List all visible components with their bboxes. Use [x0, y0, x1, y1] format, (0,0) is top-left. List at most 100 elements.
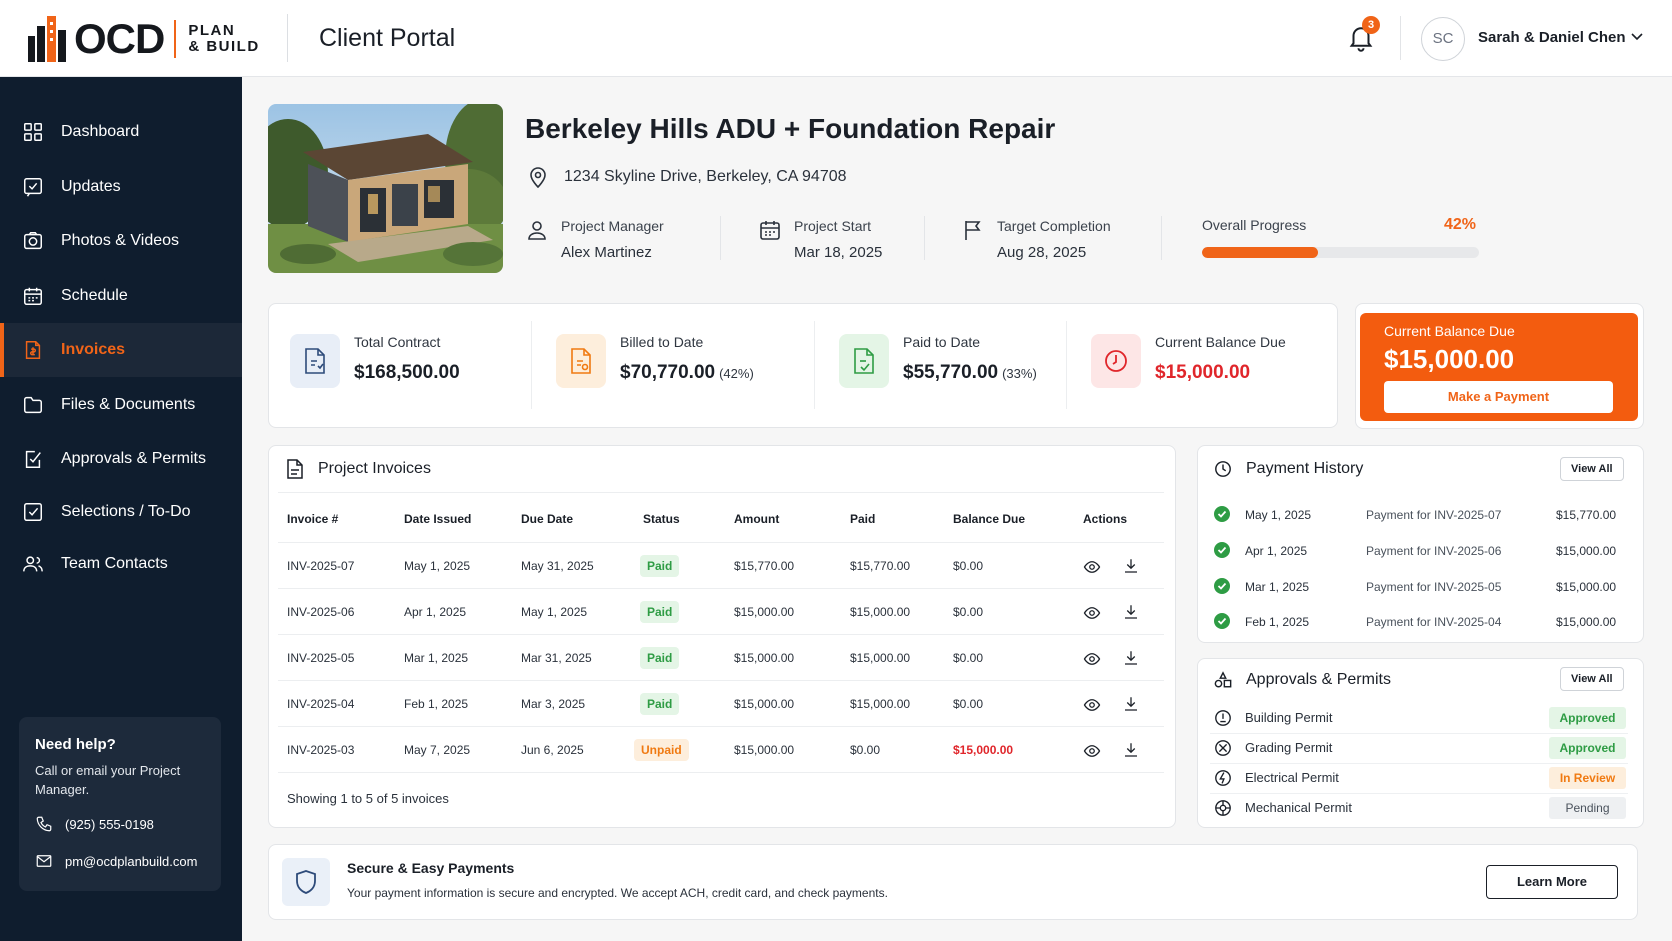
top-bar: OCD PLAN & BUILD Client Portal 3 SC Sara…: [0, 0, 1672, 77]
eye-icon[interactable]: [1083, 650, 1101, 668]
help-card: Need help? Call or email your Project Ma…: [19, 717, 221, 891]
meta-value: Alex Martinez: [561, 244, 652, 261]
meta-value: Mar 18, 2025: [794, 244, 883, 261]
invoice-id[interactable]: INV-2025-04: [287, 697, 355, 711]
payment-desc: Payment for INV-2025-04: [1366, 615, 1502, 629]
download-icon[interactable]: [1122, 557, 1140, 575]
help-phone[interactable]: (925) 555-0198: [35, 815, 154, 833]
invoice-balance: $0.00: [953, 697, 984, 711]
invoice-due: Mar 3, 2025: [521, 697, 586, 711]
sidebar-item-label: Schedule: [61, 287, 128, 304]
project-photo: [268, 104, 503, 273]
stat-label: Current Balance Due: [1155, 334, 1286, 350]
person-icon: [528, 221, 546, 240]
download-icon[interactable]: [1122, 695, 1140, 713]
eye-icon[interactable]: [1083, 604, 1101, 622]
stat-amount: $55,770.00: [903, 362, 999, 383]
checkbox-icon: [24, 503, 42, 521]
payment-amount: $15,770.00: [1556, 508, 1617, 522]
download-icon[interactable]: [1122, 649, 1140, 667]
stat-icon-box: [1091, 334, 1141, 388]
permits-icon: [1214, 671, 1232, 688]
chevron-down-icon[interactable]: [1630, 32, 1644, 42]
col-date-issued[interactable]: Date Issued: [404, 512, 472, 526]
eye-icon[interactable]: [1083, 558, 1101, 576]
col-amount[interactable]: Amount: [734, 512, 780, 526]
invoice-issued: Mar 1, 2025: [404, 651, 469, 665]
flag-icon: [965, 221, 981, 240]
meta-value: Aug 28, 2025: [997, 244, 1087, 261]
permit-status-badge: In Review: [1549, 767, 1626, 789]
sidebar-item-schedule[interactable]: Schedule: [0, 269, 242, 323]
payment-amount: $15,000.00: [1556, 580, 1617, 594]
download-icon[interactable]: [1122, 741, 1140, 759]
invoice-amount: $15,000.00: [734, 651, 795, 665]
payment-desc: Payment for INV-2025-07: [1366, 508, 1502, 522]
stat-percent: (42%): [719, 366, 754, 381]
avatar[interactable]: SC: [1421, 17, 1465, 61]
invoice-amount: $15,000.00: [734, 743, 795, 757]
check-circle-icon: [1214, 578, 1230, 594]
stat-icon-box: [290, 334, 340, 388]
divider: [278, 588, 1164, 589]
payment-history-view-all-button[interactable]: View All: [1560, 457, 1624, 481]
invoice-paid: $15,000.00: [850, 651, 911, 665]
user-name[interactable]: Sarah & Daniel Chen: [1478, 29, 1626, 46]
permit-name: Building Permit: [1245, 710, 1333, 725]
make-payment-button[interactable]: Make a Payment: [1384, 381, 1613, 413]
contract-document-icon: [305, 348, 325, 374]
invoice-paid: $15,770.00: [850, 559, 911, 573]
col-invoice[interactable]: Invoice #: [287, 512, 339, 526]
sidebar-item-photos[interactable]: Photos & Videos: [0, 214, 242, 268]
payment-desc: Payment for INV-2025-05: [1366, 580, 1502, 594]
divider: [924, 216, 925, 260]
logo-separator: [174, 20, 177, 58]
col-balance-due[interactable]: Balance Due: [953, 512, 1026, 526]
invoice-id[interactable]: INV-2025-06: [287, 605, 355, 619]
invoice-id[interactable]: INV-2025-07: [287, 559, 355, 573]
stat-amount: $15,000.00: [1155, 362, 1251, 383]
divider: [278, 772, 1164, 773]
notification-badge: 3: [1362, 16, 1380, 34]
sidebar-item-label: Invoices: [61, 341, 126, 358]
sidebar-item-updates[interactable]: Updates: [0, 160, 242, 214]
stat-icon-box: [839, 334, 889, 388]
learn-more-button[interactable]: Learn More: [1486, 865, 1618, 899]
col-status[interactable]: Status: [643, 512, 680, 526]
sidebar-item-label: Files & Documents: [61, 396, 196, 413]
download-icon[interactable]: [1122, 603, 1140, 621]
help-title: Need help?: [35, 736, 116, 753]
help-email[interactable]: pm@ocdplanbuild.com: [35, 852, 197, 870]
eye-icon[interactable]: [1083, 742, 1101, 760]
sidebar-item-team[interactable]: Team Contacts: [0, 537, 242, 591]
status-badge: Unpaid: [634, 739, 689, 761]
electrical-permit-icon: [1215, 770, 1231, 786]
invoice-id[interactable]: INV-2025-03: [287, 743, 355, 757]
invoice-id[interactable]: INV-2025-05: [287, 651, 355, 665]
logo-subtitle: PLAN & BUILD: [188, 23, 259, 55]
sidebar-item-files[interactable]: Files & Documents: [0, 378, 242, 432]
invoice-amount: $15,000.00: [734, 697, 795, 711]
sidebar-item-dashboard[interactable]: Dashboard: [0, 105, 242, 159]
help-email-text: pm@ocdplanbuild.com: [65, 853, 198, 869]
sidebar: Dashboard Updates Photos & Videos Schedu…: [0, 77, 242, 941]
sidebar-item-approvals[interactable]: Approvals & Permits: [0, 432, 242, 486]
company-logo[interactable]: OCD PLAN & BUILD: [26, 14, 260, 64]
permits-title: Approvals & Permits: [1214, 670, 1391, 690]
check-circle-icon: [1214, 613, 1230, 629]
sidebar-item-selections[interactable]: Selections / To-Do: [0, 485, 242, 539]
sidebar-item-label: Selections / To-Do: [61, 503, 191, 520]
invoice-paid: $15,000.00: [850, 605, 911, 619]
secure-payments-text: Your payment information is secure and e…: [347, 886, 888, 900]
eye-icon[interactable]: [1083, 696, 1101, 714]
permits-view-all-button[interactable]: View All: [1560, 667, 1624, 691]
invoice-balance: $0.00: [953, 651, 984, 665]
stat-value: $70,770.00 (42%): [620, 362, 754, 384]
col-due-date[interactable]: Due Date: [521, 512, 574, 526]
sidebar-item-invoices[interactable]: Invoices: [0, 323, 242, 377]
help-phone-text: (925) 555-0198: [65, 816, 154, 832]
status-badge: Paid: [640, 555, 680, 577]
invoice-paid: $15,000.00: [850, 697, 911, 711]
page-title: Client Portal: [319, 24, 456, 52]
col-paid[interactable]: Paid: [850, 512, 876, 526]
